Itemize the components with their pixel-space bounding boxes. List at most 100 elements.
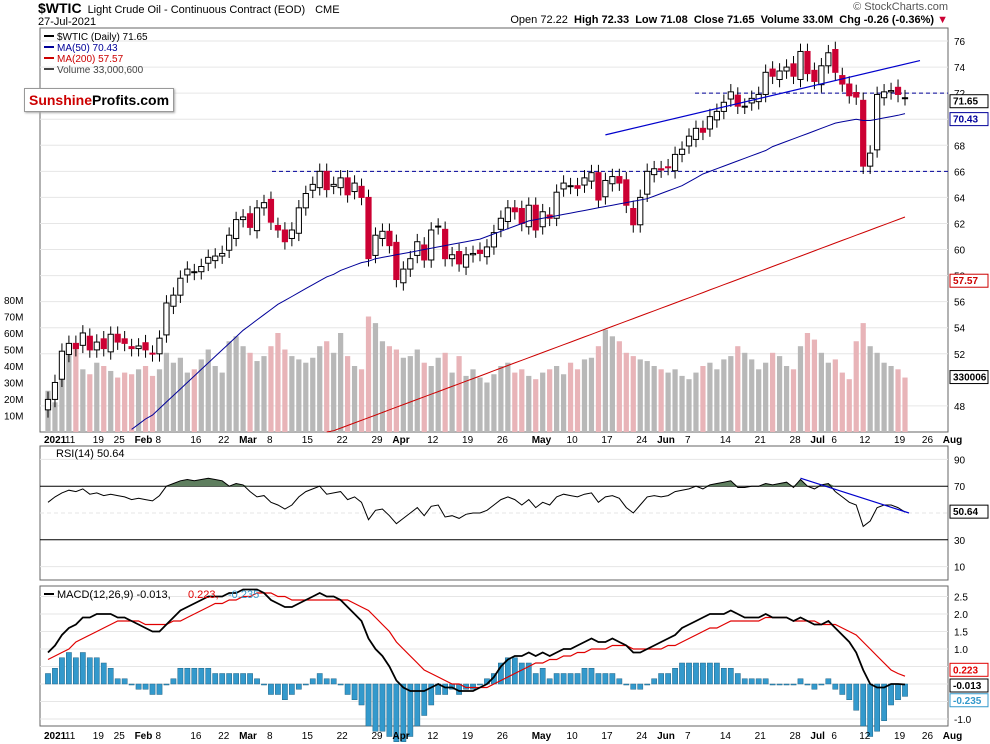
sunshine-profits-logo: SunshineProfits.com [24,88,174,112]
macd-tick-label: -1.0 [954,715,972,726]
volume-tick-label: 60M [4,329,23,340]
volume-tick-label: 50M [4,346,23,357]
macd-histogram-bar [282,683,288,700]
macd-histogram-bar [727,668,734,685]
volume-label: Volume [760,14,800,26]
volume-bar [393,349,399,432]
candle-body [609,176,616,185]
volume-bar [365,316,372,432]
volume-bar [407,356,413,432]
x-tick-label-bottom: 26 [922,731,934,742]
x-tick-label-bottom: 22 [337,731,349,742]
macd-histogram-bar [797,678,804,685]
candle-body [253,207,261,232]
macd-histogram-bar [302,683,309,686]
volume-bar [749,359,755,432]
macd-histogram-bar [442,683,449,695]
price-tick-label: 62 [954,219,966,230]
open-value: 72.22 [540,14,568,26]
macd-histogram-bar [288,683,295,695]
x-tick-label-top: Jun [657,435,675,446]
volume-bar [268,346,274,432]
macd-histogram-bar [163,683,170,686]
macd-histogram-bar [177,668,184,685]
macd-histogram-bar [707,662,713,685]
candle-body [316,170,323,189]
x-tick-label-top: 24 [636,435,648,446]
volume-bar [80,369,86,432]
volume-bar [783,366,790,432]
macd-histogram-bar [330,678,337,685]
x-tick-label-bottom: 24 [636,731,648,742]
volume-bar [637,359,643,432]
volume-bar [219,372,225,432]
x-tick-label-top: 19 [894,435,906,446]
x-tick-label-top: 7 [685,435,691,446]
x-tick-label-top: 22 [337,435,349,446]
macd-histogram-bar [477,683,483,686]
candle-body [741,105,748,108]
x-tick-label-bottom: Apr [392,731,409,742]
macd-histogram-bar [888,683,894,706]
volume-bar [881,362,887,432]
volume-bar [825,362,831,432]
candle-body [853,92,860,98]
candle-body [901,97,909,100]
volume-bar [742,352,748,432]
volume-bar [52,402,58,432]
price-tick-label: 64 [954,193,966,204]
macd-histogram-bar [45,673,51,685]
candle-body [58,350,66,380]
open-label: Open [510,14,538,26]
macd-histogram-bar [895,683,901,700]
volume-bar [609,336,615,432]
volume-bar [156,369,163,432]
macd-histogram-bar [602,673,609,685]
candle-body [776,70,783,80]
volume-bar [421,362,427,432]
macd-signal-line [47,592,906,689]
volume-bar [790,369,797,432]
candle-body [560,182,567,190]
macd-histogram-bar [114,678,121,685]
candle-body [804,50,811,75]
volume-bar [149,375,156,432]
x-tick-label-top: 6 [831,435,837,446]
volume-bar [902,377,908,432]
candle-body [128,346,135,350]
candle-body [553,191,560,219]
macd-histogram-bar [755,678,762,685]
x-tick-label-bottom: 8 [267,731,273,742]
volume-bar [184,372,190,432]
macd-hist-tag-box [949,693,989,708]
volume-bar [338,333,344,432]
candle-body [393,241,400,281]
x-tick-label-top: 15 [302,435,314,446]
macd-histogram-bar [344,683,351,695]
rsi-line [47,477,906,528]
volume-bar [567,362,574,432]
candle-body [267,198,275,223]
macd-histogram-bar [811,683,818,690]
x-tick-label-bottom: 12 [859,731,871,742]
volume-bar [512,372,518,432]
macd-histogram-bar [783,683,790,686]
x-tick-label-top: Jul [810,435,825,446]
macd-histogram-bar [693,662,699,685]
macd-histogram-bar [734,673,741,685]
candle-body [344,177,351,196]
price-tick-label: 56 [954,298,966,309]
macd-histogram-bar [511,657,518,685]
candle-body [783,66,790,72]
logo-part2: Profits.com [92,92,170,108]
chg-value: -0.26 (-0.36%) [863,14,935,26]
brand-credit[interactable]: © StockCharts.com [853,1,948,13]
volume-bar [770,352,776,432]
macd-histogram-bar [581,668,588,685]
x-tick-label-top: 19 [462,435,474,446]
macd-histogram-bar [52,668,58,685]
price-tick-label: 54 [954,324,966,335]
macd-histogram-bar [574,673,581,685]
x-tick-label-bottom: 15 [302,731,314,742]
low-label: Low [635,14,658,26]
